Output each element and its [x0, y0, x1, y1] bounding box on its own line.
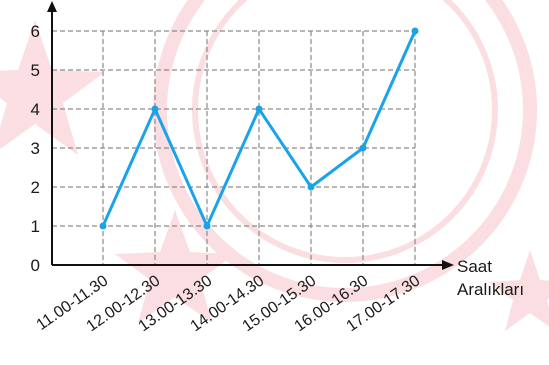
data-point — [255, 105, 263, 113]
y-tick-label: 0 — [31, 256, 40, 275]
stamp-inner-ring — [192, 0, 498, 263]
data-point — [307, 183, 315, 191]
y-tick-labels: 0 1 2 3 4 5 6 — [31, 22, 40, 275]
stamp-outer-ring — [153, 0, 537, 302]
x-tick-labels: 11.00-11.3012.00-12.3013.00-13.3014.00-1… — [34, 272, 424, 335]
stamp-star-right — [488, 250, 549, 331]
data-point — [203, 222, 211, 230]
y-tick-label: 2 — [31, 178, 40, 197]
series-group — [99, 27, 419, 230]
stamp-star-bottom — [115, 210, 235, 323]
y-tick-label: 3 — [31, 139, 40, 158]
x-axis-arrow — [442, 260, 454, 270]
y-axis-arrow — [47, 1, 57, 12]
data-point — [359, 144, 367, 152]
data-point — [99, 222, 107, 230]
y-tick-label: 1 — [31, 217, 40, 236]
x-axis-label-line1: Saat — [457, 257, 492, 276]
y-tick-label: 5 — [31, 61, 40, 80]
axes — [47, 1, 454, 270]
y-tick-label: 4 — [31, 100, 40, 119]
data-point — [151, 105, 159, 113]
y-tick-label: 6 — [31, 22, 40, 41]
x-axis-label-line2: Aralıkları — [457, 280, 524, 299]
data-point — [411, 27, 419, 35]
